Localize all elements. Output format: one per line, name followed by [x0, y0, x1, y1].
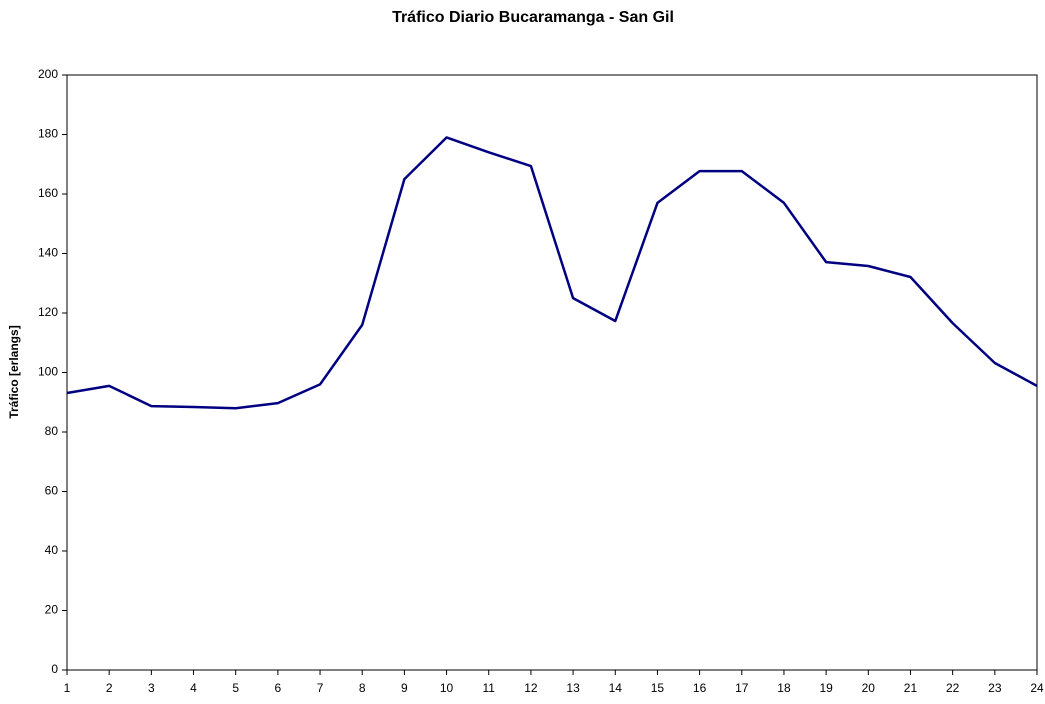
x-tick-label: 17: [735, 681, 749, 695]
plot-frame: [66, 74, 1038, 671]
x-tick-label: 19: [819, 681, 833, 695]
y-tick-label: 160: [38, 186, 58, 200]
data-line: [66, 136, 1038, 410]
x-tick-label: 12: [524, 681, 538, 695]
x-tick-label: 13: [566, 681, 580, 695]
y-tick-label: 140: [38, 246, 58, 260]
y-tick-label: 40: [45, 543, 59, 557]
y-tick-label: 0: [51, 662, 58, 676]
x-tick-label: 3: [148, 681, 155, 695]
x-tick-label: 4: [190, 681, 197, 695]
y-tick-label: 60: [45, 484, 59, 498]
x-tick-label: 10: [440, 681, 454, 695]
x-tick-label: 1: [64, 681, 71, 695]
x-tick-label: 24: [1030, 681, 1044, 695]
y-tick-label: 80: [45, 424, 59, 438]
y-tick-label: 20: [45, 603, 59, 617]
x-tick-label: 7: [317, 681, 324, 695]
x-tick-label: 16: [693, 681, 707, 695]
y-tick-label: 180: [38, 127, 58, 141]
y-tick-label: 100: [38, 365, 58, 379]
x-tick-label: 9: [401, 681, 408, 695]
x-tick-label: 2: [106, 681, 113, 695]
y-tick-label: 200: [38, 67, 58, 81]
x-tick-label: 6: [275, 681, 282, 695]
x-tick-label: 22: [946, 681, 960, 695]
x-tick-label: 18: [777, 681, 791, 695]
x-tick-label: 14: [609, 681, 623, 695]
x-tick-label: 5: [232, 681, 239, 695]
chart-title: Tráfico Diario Bucaramanga - San Gil: [392, 9, 674, 26]
x-tick-label: 23: [988, 681, 1002, 695]
x-tick-label: 11: [483, 681, 496, 695]
y-tick-label: 120: [38, 305, 58, 319]
x-tick-label: 21: [904, 681, 918, 695]
x-tick-label: 8: [359, 681, 366, 695]
y-axis-label: Tráfico [erlangs]: [7, 325, 21, 418]
x-tick-label: 20: [862, 681, 876, 695]
x-tick-label: 15: [651, 681, 665, 695]
